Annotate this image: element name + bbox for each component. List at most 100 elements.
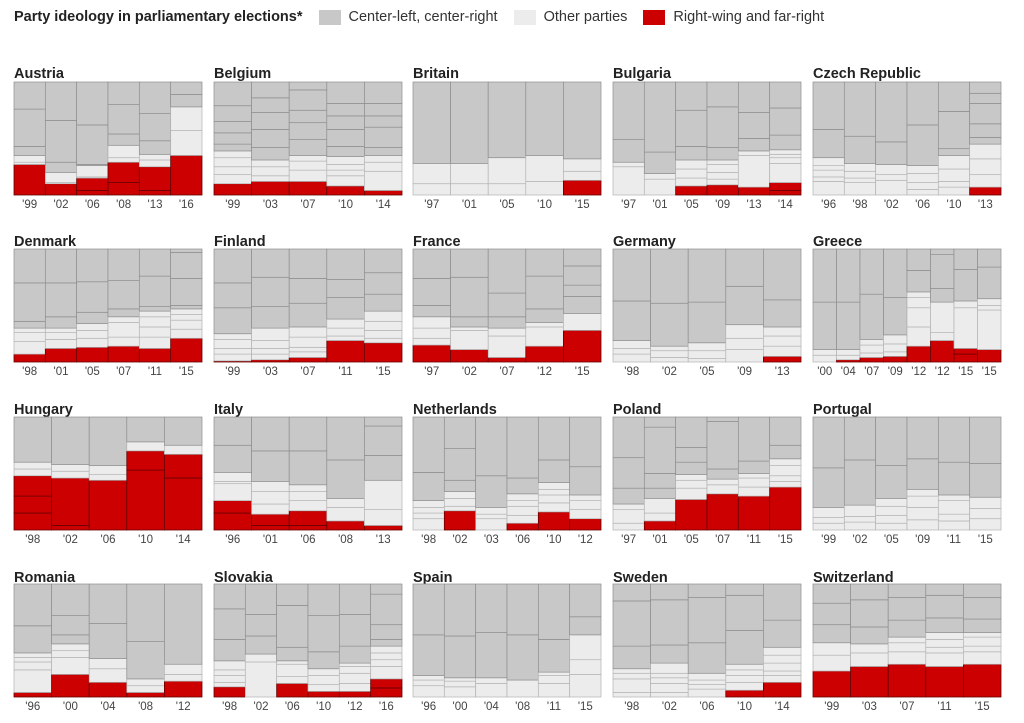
segment-right	[213, 500, 252, 514]
segment-center	[170, 248, 203, 253]
segment-center	[213, 105, 252, 122]
segment-other	[725, 324, 764, 339]
election-bar	[475, 416, 508, 531]
segment-center	[288, 139, 328, 156]
segment-right	[706, 493, 739, 531]
segment-other	[737, 150, 771, 156]
segment-other	[612, 340, 651, 349]
panel-romania: Romania '96 '00 '04 '08 '12	[13, 570, 203, 713]
segment-other	[650, 662, 689, 674]
year-tick: '01	[653, 199, 668, 211]
segment-center	[443, 479, 477, 492]
segment-center	[364, 147, 403, 156]
year-tick: '01	[653, 534, 668, 546]
election-bar	[563, 81, 602, 196]
segment-other	[687, 342, 727, 352]
segment-center	[307, 583, 340, 616]
legend-label-other: Other parties	[543, 9, 628, 25]
country-title: Spain	[413, 570, 452, 586]
election-bar	[675, 81, 708, 196]
segment-center	[364, 416, 403, 427]
segment-other	[213, 333, 252, 340]
election-bar	[612, 416, 645, 531]
segment-center	[412, 416, 445, 473]
year-tick: '07	[301, 366, 316, 378]
year-tick: '96	[25, 701, 40, 713]
election-bar	[836, 248, 861, 363]
segment-center	[487, 316, 527, 329]
election-bar	[850, 583, 889, 698]
segment-other	[370, 652, 403, 661]
segment-other	[906, 297, 931, 309]
segment-other	[475, 513, 508, 520]
segment-other	[850, 652, 889, 667]
segment-right	[107, 182, 140, 196]
segment-other	[443, 498, 477, 507]
segment-center	[13, 108, 46, 147]
segment-right	[13, 475, 52, 497]
year-tick: '06	[85, 199, 100, 211]
segment-center	[126, 583, 165, 642]
segment-center	[953, 248, 978, 270]
segment-center	[51, 615, 90, 636]
segment-center	[44, 161, 78, 173]
segment-center	[937, 148, 971, 156]
segment-other	[525, 322, 564, 328]
election-bar	[812, 81, 845, 196]
segment-other	[76, 337, 109, 348]
segment-center	[51, 634, 90, 645]
segment-center	[13, 248, 46, 284]
segment-other	[650, 350, 689, 358]
election-bar	[288, 416, 328, 531]
segment-right	[276, 683, 309, 698]
segment-other	[412, 679, 445, 687]
segment-other	[251, 503, 290, 515]
segment-center	[326, 248, 365, 280]
segment-center	[769, 416, 802, 446]
segment-right	[51, 674, 90, 698]
segment-right	[859, 357, 884, 363]
election-bar	[244, 583, 278, 698]
segment-center	[213, 81, 252, 107]
segment-other	[937, 168, 971, 182]
election-bar	[937, 416, 971, 531]
segment-other	[138, 326, 172, 338]
segment-other	[812, 517, 845, 524]
segment-center	[370, 639, 403, 647]
segment-center	[563, 248, 602, 267]
segment-other	[706, 478, 739, 486]
legend-swatch-other	[513, 9, 536, 25]
segment-center	[251, 97, 290, 113]
segment-other	[963, 632, 1002, 638]
panel-sweden: Sweden '98 '02 '06 '10 '14	[612, 570, 802, 713]
segment-other	[475, 518, 508, 531]
segment-center	[843, 416, 877, 461]
segment-other	[475, 507, 508, 515]
year-tick: '12	[911, 366, 926, 378]
segment-right	[288, 525, 328, 531]
segment-center	[13, 625, 52, 654]
panel-hungary: Hungary '98 '02 '06 '10 '14	[13, 402, 203, 546]
segment-other	[812, 157, 845, 166]
election-bar	[251, 416, 290, 531]
segment-right	[737, 186, 771, 196]
segment-center	[288, 450, 328, 486]
segment-other	[937, 520, 971, 531]
segment-other	[953, 300, 978, 309]
segment-other	[370, 645, 403, 654]
segment-center	[170, 81, 203, 95]
segment-right	[126, 469, 165, 531]
segment-center	[612, 487, 645, 505]
segment-center	[687, 583, 727, 598]
segment-center	[213, 608, 246, 640]
segment-right	[763, 681, 802, 698]
segment-center	[326, 115, 365, 130]
segment-center	[906, 416, 939, 460]
year-tick: '00	[453, 701, 468, 713]
segment-center	[812, 583, 851, 604]
segment-center	[569, 416, 602, 468]
segment-right	[569, 518, 602, 531]
election-bar	[450, 248, 489, 363]
segment-center	[925, 594, 964, 619]
segment-center	[969, 137, 1002, 145]
